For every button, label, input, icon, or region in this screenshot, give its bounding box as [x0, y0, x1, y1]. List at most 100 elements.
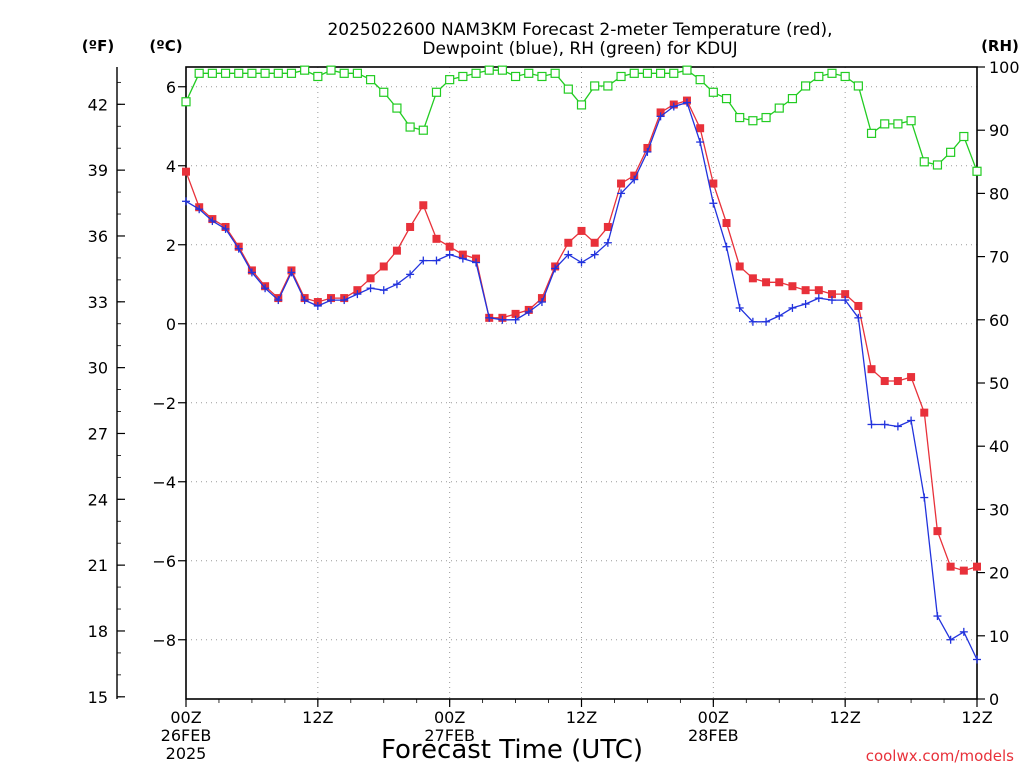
temperature-point — [762, 278, 771, 287]
fahrenheit-tick-label: 15 — [88, 688, 108, 707]
dewpoint-point — [221, 224, 230, 233]
fahrenheit-tick-label: 30 — [88, 359, 108, 378]
dewpoint-point — [340, 296, 349, 305]
rh-point — [352, 68, 362, 78]
dewpoint-point — [511, 315, 520, 324]
dewpoint-point — [682, 98, 691, 107]
x-tick-label: 2025 — [166, 744, 207, 763]
credit-label: coolwx.com/models — [866, 747, 1014, 765]
fahrenheit-tick-label: 21 — [88, 556, 108, 575]
rh-point — [273, 68, 283, 78]
dewpoint-point — [814, 294, 823, 303]
rh-unit-label: (RH) — [981, 37, 1019, 55]
rh-point — [458, 71, 468, 82]
dewpoint-point — [379, 286, 388, 295]
rh-point — [313, 71, 323, 82]
rh-tick-label: 90 — [989, 121, 1009, 140]
dewpoint-point — [959, 627, 968, 636]
temperature-point — [182, 167, 190, 176]
rh-point — [365, 75, 376, 85]
dewpoint-point — [748, 317, 757, 326]
rh-point — [972, 166, 982, 176]
temperature-point — [788, 282, 797, 291]
x-tick-label: 12Z — [302, 708, 333, 727]
series-line-dewpoint — [185, 101, 978, 660]
rh-point — [655, 68, 666, 78]
temperature-point — [946, 562, 955, 571]
dewpoint-point — [182, 197, 190, 206]
dewpoint-point — [458, 254, 467, 263]
rh-point — [629, 68, 639, 78]
x-tick-label: 00Z — [698, 708, 729, 727]
temperature-point — [379, 262, 388, 271]
x-tick-label: 26FEB — [161, 726, 212, 745]
fahrenheit-tick-label: 39 — [88, 161, 108, 180]
rh-point — [379, 87, 389, 97]
rh-point — [300, 65, 310, 75]
temperature-point — [577, 226, 586, 235]
x-tick-label: 12Z — [830, 708, 861, 727]
rh-point — [207, 68, 217, 78]
temperature-point — [735, 262, 744, 271]
dewpoint-point — [643, 147, 652, 156]
temperature-point — [973, 562, 981, 571]
dewpoint-point — [867, 420, 876, 429]
rh-point — [695, 75, 705, 85]
temperature-point — [564, 238, 573, 247]
rh-point — [484, 65, 494, 75]
fahrenheit-tick-label: 33 — [88, 293, 108, 312]
dewpoint-point — [656, 112, 665, 121]
dewpoint-point — [590, 250, 599, 259]
dewpoint-point — [445, 250, 454, 259]
celsius-tick-label: −2 — [152, 394, 176, 413]
dewpoint-point — [208, 217, 217, 226]
chart-title-line-1: 2025022600 NAM3KM Forecast 2-meter Tempe… — [327, 20, 832, 40]
dewpoint-point — [788, 303, 797, 312]
dewpoint-point — [617, 189, 626, 198]
fahrenheit-tick-label: 42 — [88, 95, 108, 114]
dewpoint-point — [762, 317, 771, 326]
dewpoint-point — [603, 238, 612, 247]
x-tick-label: 12Z — [566, 708, 597, 727]
dewpoint-point — [735, 303, 744, 312]
dewpoint-point — [498, 315, 507, 324]
dewpoint-point — [274, 296, 283, 305]
dewpoint-point — [419, 256, 428, 265]
dewpoint-point — [973, 655, 981, 664]
dewpoint-point — [577, 258, 586, 267]
rh-point — [603, 81, 613, 91]
rh-point — [721, 93, 732, 104]
dewpoint-point — [880, 420, 889, 429]
rh-tick-label: 60 — [989, 311, 1009, 330]
rh-point — [247, 68, 257, 78]
rh-point — [405, 122, 415, 132]
series-rh — [181, 65, 982, 176]
celsius-tick-label: −4 — [152, 473, 176, 492]
chart-title-line-2: Dewpoint (blue), RH (green) for KDUJ — [422, 39, 737, 59]
dewpoint-point — [327, 296, 336, 305]
dewpoint-point — [841, 296, 850, 305]
rh-point — [524, 68, 534, 78]
rh-point — [181, 97, 191, 107]
rh-point — [616, 71, 626, 82]
dewpoint-point — [313, 301, 322, 310]
x-tick-label-end: 12Z — [961, 708, 992, 727]
temperature-point — [603, 222, 612, 231]
rh-tick-label: 20 — [989, 564, 1009, 583]
rh-point — [286, 68, 297, 78]
rh-point — [220, 68, 231, 78]
rh-tick-label: 50 — [989, 374, 1009, 393]
x-tick-label: 28FEB — [688, 726, 739, 745]
rh-point — [814, 71, 824, 82]
fahrenheit-unit-label: (ºF) — [82, 37, 114, 55]
rh-point — [642, 68, 653, 78]
temperature-point — [814, 286, 823, 295]
temperature-point — [432, 234, 441, 243]
dewpoint-point — [247, 268, 256, 277]
temperature-point — [920, 408, 929, 417]
rh-point — [260, 68, 270, 78]
rh-point — [946, 147, 956, 157]
series-dewpoint — [182, 98, 981, 664]
rh-point — [339, 68, 349, 78]
temperature-point — [748, 274, 757, 283]
